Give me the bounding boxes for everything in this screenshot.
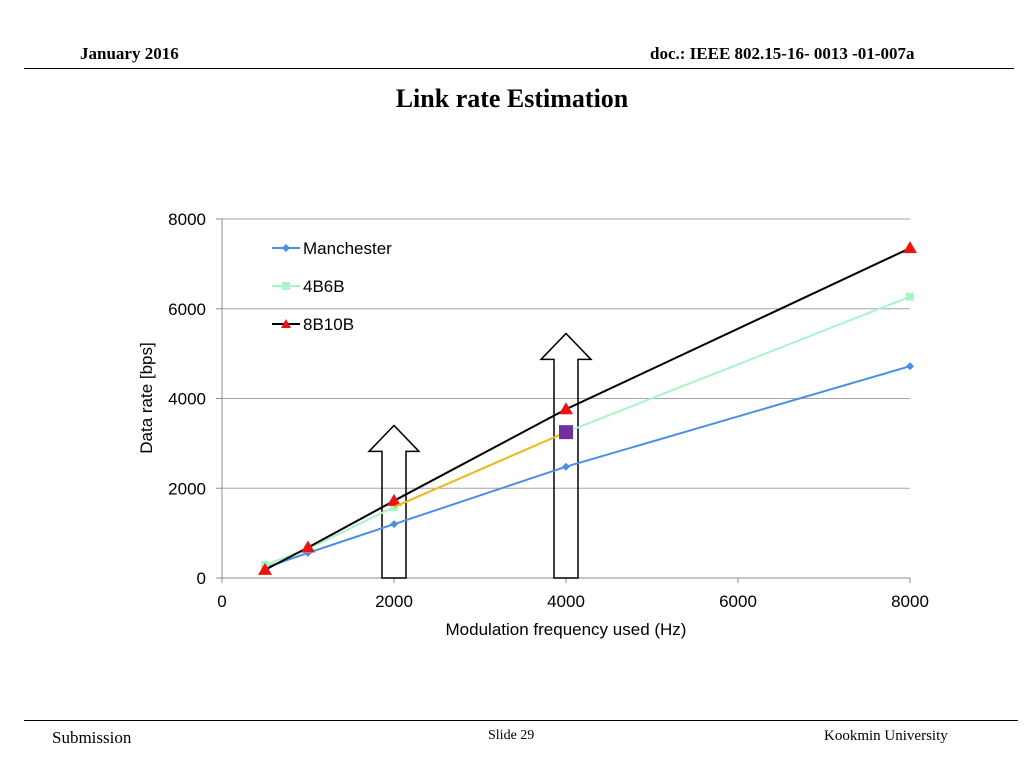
legend-item-4b6b: 4B6B	[272, 277, 345, 296]
point-8b10b-1000	[301, 540, 315, 553]
legend-label-manchester: Manchester	[303, 239, 392, 258]
x-tick-label-0: 0	[217, 592, 226, 611]
tick-labels: 0 2000 4000 6000 8000 0 2000 4000 6000 8000	[168, 210, 929, 611]
axes	[216, 218, 911, 583]
point-manchester-2000	[390, 520, 398, 529]
legend-marker-manchester	[282, 244, 290, 252]
series-line-manchester	[264, 365, 911, 569]
point-manchester-4000	[562, 462, 570, 471]
legend-item-manchester: Manchester	[272, 239, 392, 258]
point-8b10b-500	[258, 562, 272, 575]
slide-title: Link rate Estimation	[395, 84, 629, 113]
x-tick-label-2000: 2000	[375, 592, 413, 611]
x-tick-label-8000: 8000	[891, 592, 929, 611]
header-divider	[24, 68, 1014, 69]
series-8b10b	[258, 241, 917, 575]
footer-organization: Kookmin University	[824, 728, 948, 744]
legend-label-8b10b: 8B10B	[303, 315, 354, 334]
x-tick-label-4000: 4000	[547, 592, 585, 611]
footer-divider	[24, 720, 1018, 721]
y-tick-label-0: 0	[197, 569, 206, 588]
series-4b6b	[261, 292, 914, 569]
legend-label-4b6b: 4B6B	[303, 277, 345, 296]
highlight-point	[559, 425, 573, 440]
x-tick-label-6000: 6000	[719, 592, 757, 611]
header-document-id: doc.: IEEE 802.15-16- 0013 -01-007a	[650, 44, 915, 63]
up-arrow-2	[539, 332, 593, 579]
series-manchester	[261, 362, 914, 572]
point-8b10b-8000	[903, 241, 917, 254]
point-manchester-8000	[906, 362, 914, 371]
header-date: January 2016	[80, 44, 179, 63]
highlight-segment	[393, 431, 567, 509]
footer-slide-number: Slide 29	[488, 728, 535, 743]
y-tick-label-6000: 6000	[168, 300, 206, 319]
x-axis-title: Modulation frequency used (Hz)	[446, 620, 687, 639]
up-arrow-1	[367, 424, 421, 579]
footer-submission: Submission	[52, 728, 132, 747]
grid-lines	[222, 218, 910, 489]
y-axis-title: Data rate [bps]	[137, 342, 156, 454]
legend-marker-8b10b	[281, 319, 291, 328]
annotation-arrows	[367, 332, 593, 579]
highlight-annotations	[393, 425, 573, 509]
y-tick-label-4000: 4000	[168, 390, 206, 409]
point-8b10b-4000	[559, 402, 573, 415]
series-line-4b6b	[264, 295, 911, 566]
legend-item-8b10b: 8B10B	[272, 315, 354, 334]
y-tick-label-2000: 2000	[168, 479, 206, 498]
point-8b10b-2000	[387, 493, 401, 506]
point-4b6b-8000	[906, 292, 914, 301]
chart-legend: Manchester 4B6B 8B10B	[272, 239, 392, 334]
data-series	[258, 241, 917, 575]
y-tick-label-8000: 8000	[168, 210, 206, 229]
legend-marker-4b6b	[282, 282, 290, 290]
